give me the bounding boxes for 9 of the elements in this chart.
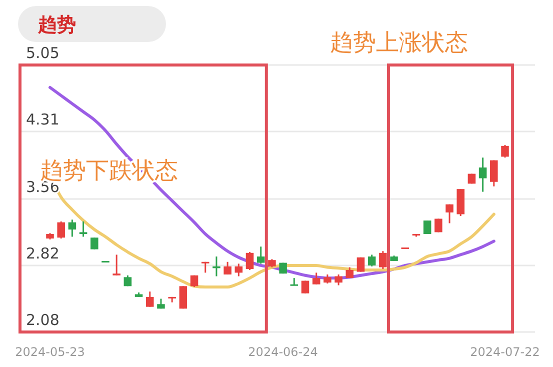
y-tick-label: 2.82 bbox=[26, 244, 60, 263]
x-tick-label: 2024-06-24 bbox=[248, 345, 318, 359]
chart-title: 趋势 bbox=[37, 14, 76, 36]
y-tick-label: 5.05 bbox=[26, 44, 60, 62]
text: 趋势上涨状态 bbox=[330, 30, 468, 56]
x-tick-label: 2024-07-22 bbox=[470, 345, 540, 359]
y-tick-label: 4.31 bbox=[26, 110, 60, 129]
x-tick-label: 2024-05-23 bbox=[15, 345, 85, 359]
y-tick-label: 2.08 bbox=[26, 311, 60, 330]
